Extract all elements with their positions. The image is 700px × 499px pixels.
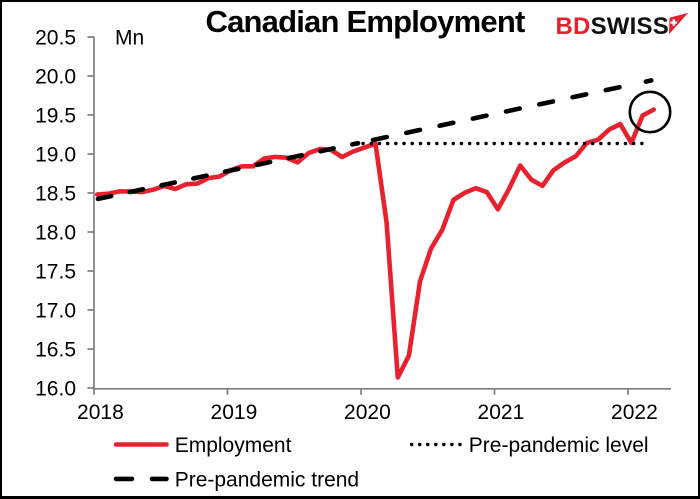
svg-text:18.5: 18.5 — [35, 183, 76, 206]
svg-text:20.0: 20.0 — [35, 66, 76, 89]
svg-text:2020: 2020 — [344, 401, 391, 424]
svg-text:Pre-pandemic trend: Pre-pandemic trend — [175, 468, 359, 491]
svg-text:19.5: 19.5 — [35, 105, 76, 128]
svg-text:20.5: 20.5 — [35, 27, 76, 50]
svg-text:Employment: Employment — [175, 434, 292, 457]
svg-text:2019: 2019 — [211, 401, 258, 424]
svg-text:Pre-pandemic level: Pre-pandemic level — [469, 434, 649, 457]
svg-text:16.5: 16.5 — [35, 339, 76, 362]
svg-text:Mn: Mn — [115, 27, 144, 50]
svg-text:2021: 2021 — [478, 401, 525, 424]
svg-text:17.5: 17.5 — [35, 261, 76, 284]
svg-text:Canadian Employment: Canadian Employment — [206, 4, 525, 39]
svg-text:17.0: 17.0 — [35, 300, 76, 323]
svg-text:2018: 2018 — [77, 401, 124, 424]
svg-text:2022: 2022 — [611, 401, 658, 424]
svg-text:16.0: 16.0 — [35, 378, 76, 401]
svg-text:18.0: 18.0 — [35, 222, 76, 245]
svg-text:BDSWISS: BDSWISS — [556, 13, 669, 40]
svg-text:19.0: 19.0 — [35, 144, 76, 167]
